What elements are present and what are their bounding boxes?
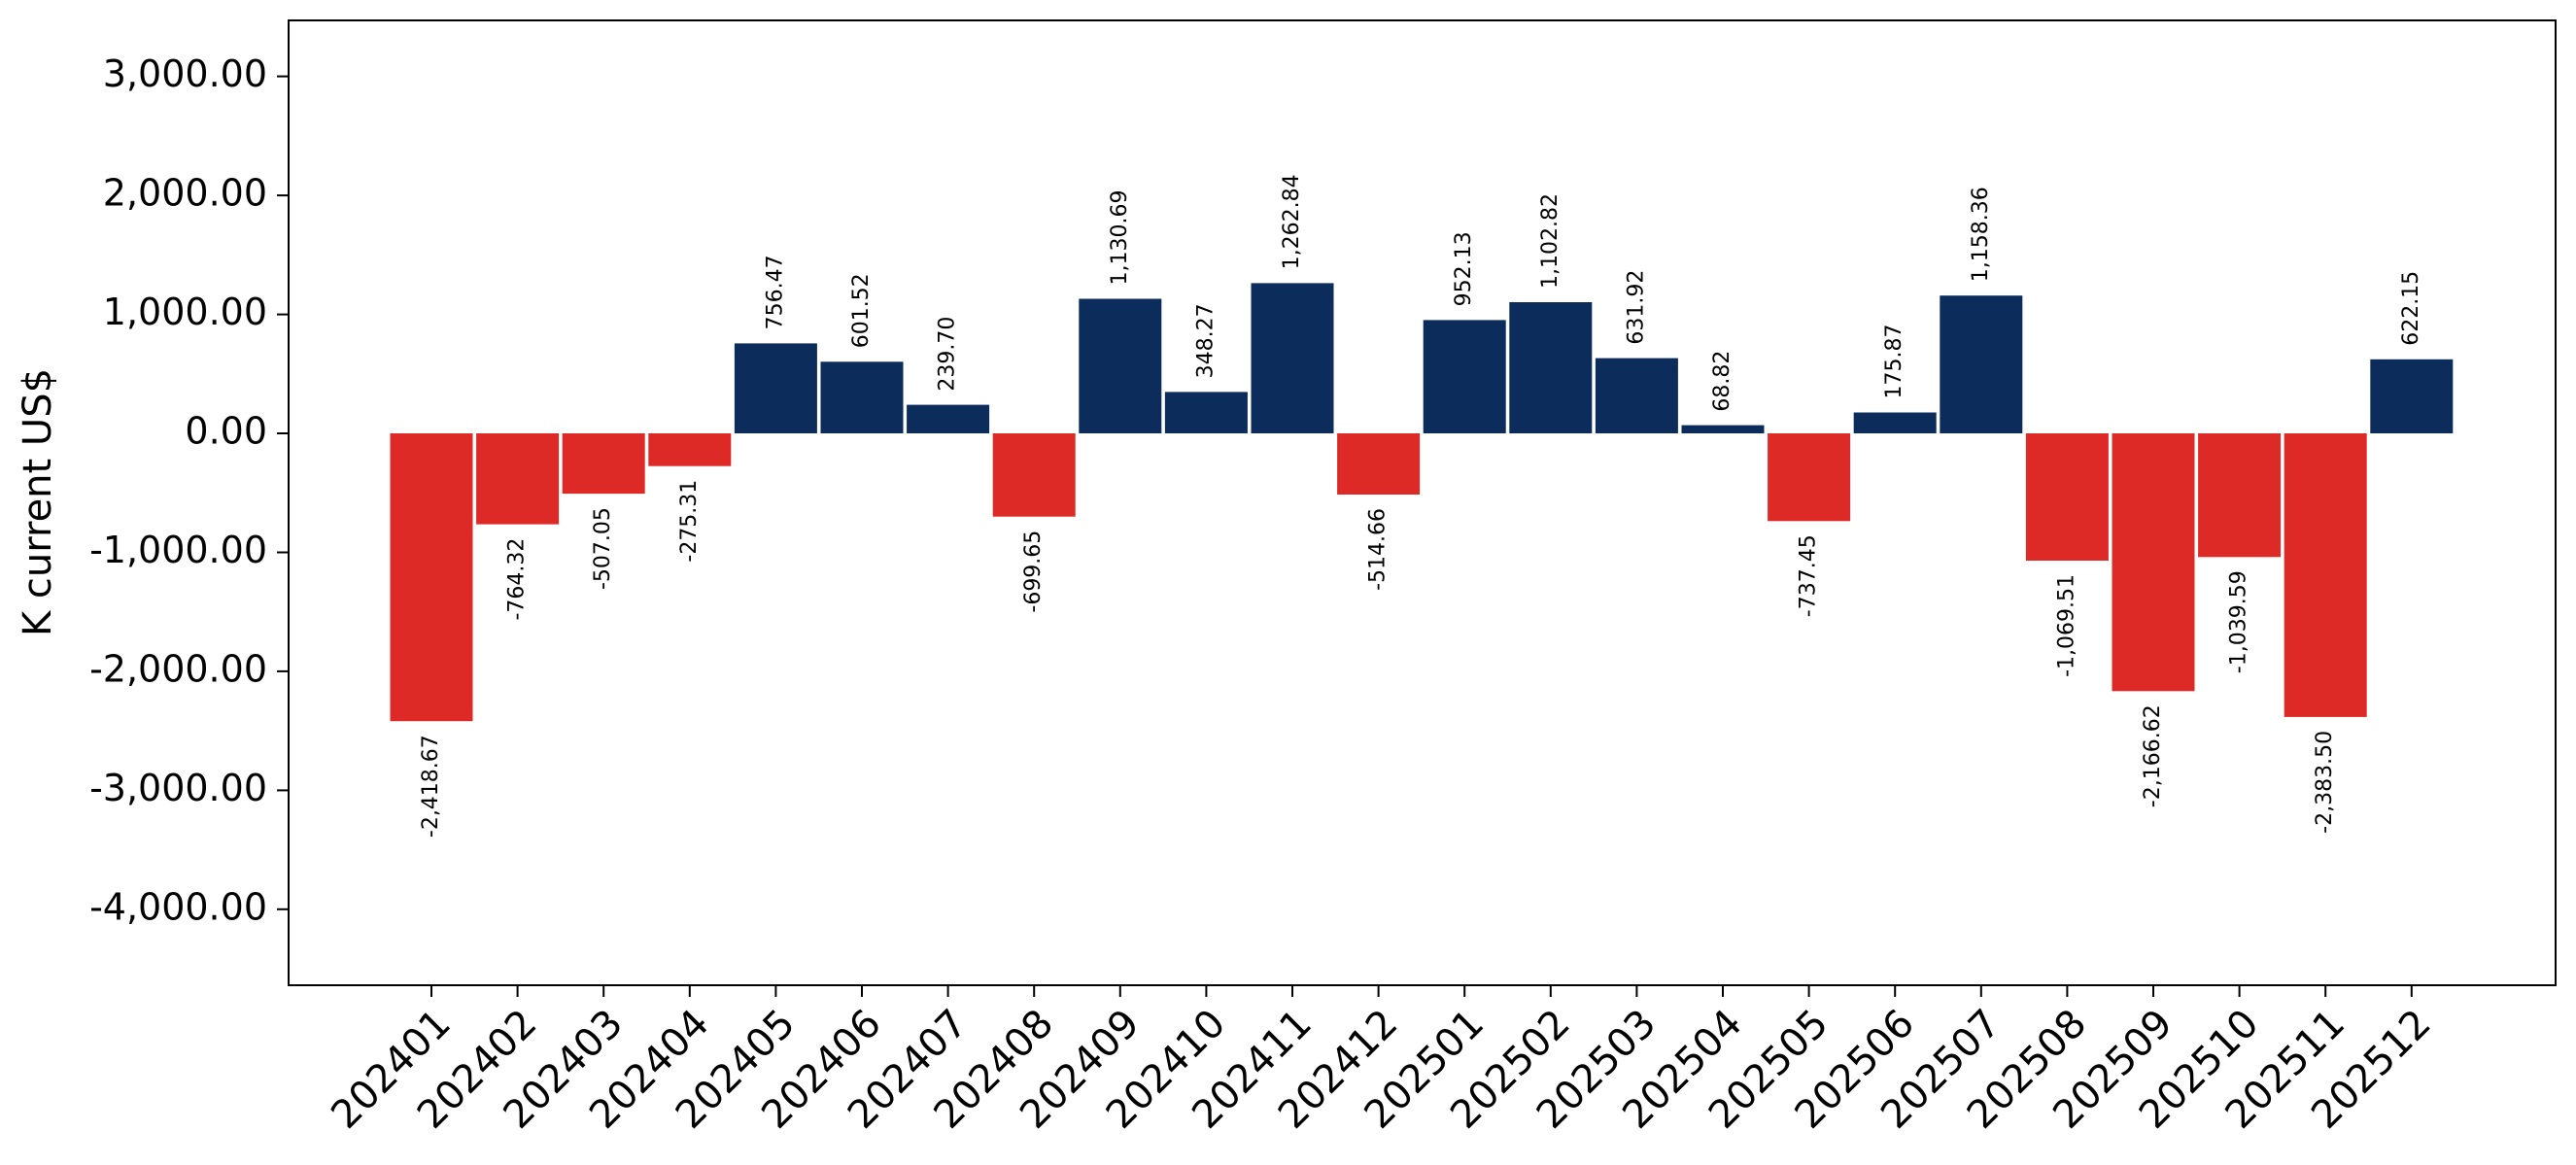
bar-202408 [992,433,1076,517]
data-label-202411: 1,262.84 [1280,174,1304,269]
data-label-202511: -2,383.50 [2313,731,2337,834]
data-label-202504: 68.82 [1710,351,1735,412]
y-tick-label: -4,000.00 [89,885,267,928]
bar-202409 [1079,298,1162,433]
bar-202508 [2025,433,2109,561]
bar-202507 [1940,295,2023,433]
data-labels-layer: -2,418.67 -764.32 -507.05 -275.31 756.47 601.… [419,174,2423,838]
y-tick-label: 3,000.00 [103,52,267,95]
data-label-202507: 1,158.36 [1969,187,1993,282]
bar-202505 [1768,433,1851,522]
bar-202504 [1681,425,1765,433]
bar-202410 [1164,392,1248,433]
data-label-202403: -507.05 [591,507,615,590]
bar-202407 [907,404,990,433]
bar-202401 [390,433,473,722]
bar-202403 [562,433,645,495]
y-tick-label: 0.00 [185,410,267,453]
data-label-202412: -514.66 [1366,508,1391,591]
data-label-202503: 631.92 [1624,270,1648,345]
y-axis: 3,000.00 2,000.00 1,000.00 0.00 -1,000.00 -2,… [89,52,289,928]
bar-202404 [648,433,732,466]
y-axis-label: K current US$ [16,368,60,636]
bar-202511 [2284,433,2367,717]
x-axis: 2024012024022024032024042024052024062024… [323,985,2440,1138]
data-label-202405: 756.47 [763,255,787,329]
bar-202512 [2370,359,2454,433]
data-label-202506: 175.87 [1882,325,1906,399]
bar-202405 [734,343,817,433]
bar-202503 [1595,358,1678,433]
bar-202406 [820,361,904,433]
data-label-202505: -737.45 [1797,534,1821,617]
data-label-202401: -2,418.67 [419,735,443,838]
bar-202510 [2198,433,2282,558]
bars-layer [390,283,2454,722]
data-label-202409: 1,130.69 [1108,190,1132,286]
bar-202501 [1423,320,1506,433]
bar-202411 [1251,283,1334,433]
data-label-202406: 601.52 [849,273,874,348]
y-tick-label: 1,000.00 [103,291,267,333]
data-label-202410: 348.27 [1193,303,1218,378]
bar-202509 [2112,433,2195,692]
data-label-202501: 952.13 [1452,231,1476,306]
bar-202506 [1853,412,1937,433]
data-label-202402: -764.32 [505,538,530,621]
plot-area-frame [288,19,2557,986]
bar-202402 [476,433,560,525]
bar-202502 [1509,302,1593,433]
data-label-202404: -275.31 [677,480,702,563]
data-label-202512: 622.15 [2399,271,2423,346]
data-label-202508: -1,069.51 [2054,574,2078,677]
data-label-202408: -699.65 [1021,531,1046,613]
data-label-202502: 1,102.82 [1538,193,1563,289]
data-label-202407: 239.70 [936,317,960,392]
data-label-202510: -1,039.59 [2227,570,2251,673]
y-tick-label: -3,000.00 [89,767,267,809]
bar-202412 [1337,433,1421,495]
y-tick-label: -1,000.00 [89,529,267,571]
y-tick-label: 2,000.00 [103,172,267,215]
y-tick-label: -2,000.00 [89,647,267,690]
data-label-202509: -2,166.62 [2141,704,2165,807]
